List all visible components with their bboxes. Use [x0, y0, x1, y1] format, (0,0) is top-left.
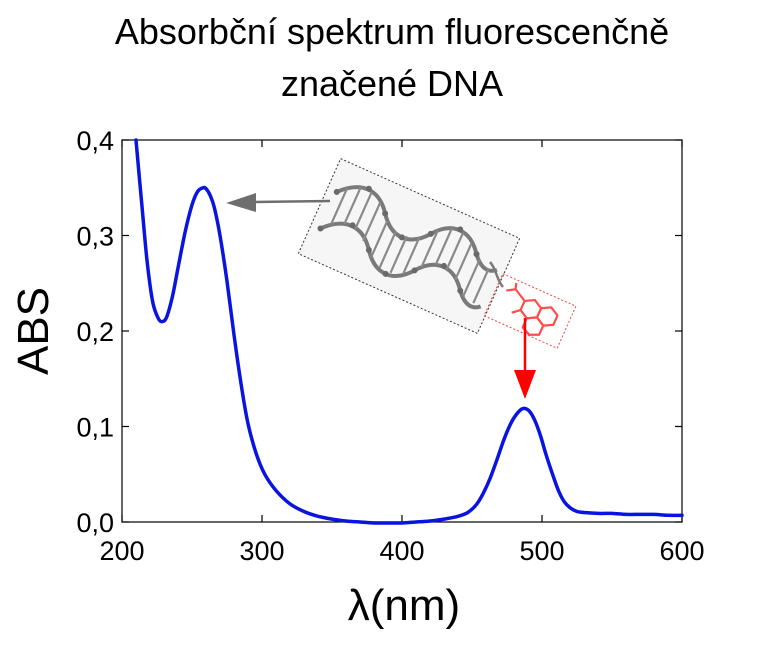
x-axis-label: λ(nm): [348, 581, 460, 630]
y-tick-label: 0,1: [76, 413, 114, 443]
x-tick-label: 400: [379, 536, 424, 566]
x-tick-label: 600: [659, 536, 704, 566]
chart-title-line-1: Absorbční spektrum fluorescenčně: [115, 11, 669, 52]
grey-arrow-head-icon: [226, 193, 256, 212]
red-arrow-head-icon: [514, 370, 536, 399]
y-tick-label: 0,2: [76, 317, 114, 347]
axis-ticks: 200 300 400 500 600 0,0 0,1 0,2 0,3 0,4: [76, 126, 704, 566]
y-axis-label: ABS: [9, 287, 58, 375]
x-tick-label: 300: [239, 536, 284, 566]
fluorescent-dye-illustration: [483, 273, 577, 349]
x-tick-label: 500: [519, 536, 564, 566]
y-tick-label: 0,0: [76, 508, 114, 538]
y-tick-label: 0,4: [76, 126, 114, 156]
x-tick-label: 200: [99, 536, 144, 566]
dna-molecule-illustration: [297, 157, 521, 335]
grey-arrow-shaft: [251, 199, 331, 204]
chart-title-line-2: značené DNA: [281, 63, 503, 104]
dna-linker-icon: [489, 261, 504, 288]
absorbance-curve: [134, 138, 684, 525]
y-tick-label: 0,3: [76, 222, 114, 252]
